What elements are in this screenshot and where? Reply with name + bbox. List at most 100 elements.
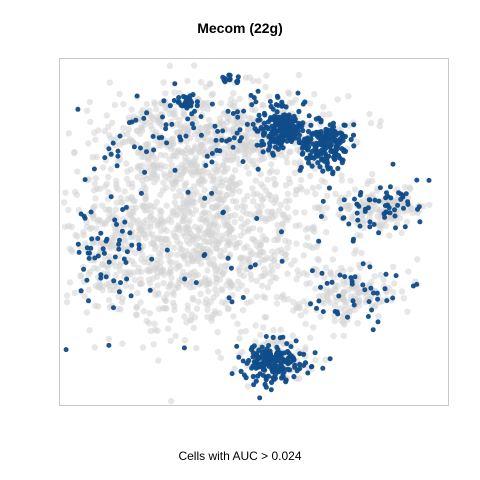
cell-point — [80, 232, 87, 239]
cell-point — [128, 180, 136, 187]
cell-point — [97, 281, 104, 288]
cell-point — [260, 183, 267, 190]
highlighted-cell-point — [149, 256, 155, 262]
highlighted-cell-point — [241, 108, 247, 114]
cell-point — [208, 91, 215, 99]
highlighted-cell-point — [376, 198, 382, 204]
cell-point — [330, 274, 338, 281]
cell-point — [230, 90, 237, 97]
cell-point — [264, 284, 272, 291]
cell-point — [250, 77, 257, 84]
cell-point — [186, 240, 193, 247]
highlighted-cell-point — [317, 164, 323, 170]
cell-point — [162, 152, 169, 159]
highlighted-cell-point — [128, 293, 134, 299]
highlighted-cell-point — [161, 98, 167, 104]
highlighted-cell-point — [134, 93, 140, 99]
highlighted-cell-point — [198, 114, 204, 120]
cell-point — [152, 155, 160, 163]
cell-point — [94, 218, 101, 225]
highlighted-cell-point — [358, 190, 364, 195]
cell-point — [111, 101, 119, 109]
cell-point — [200, 209, 208, 216]
cell-point — [162, 90, 169, 97]
cell-point — [134, 127, 141, 134]
cell-point — [376, 219, 383, 227]
highlighted-cell-point — [341, 197, 347, 203]
cell-point — [140, 308, 147, 315]
cell-point — [184, 77, 191, 85]
cell-point — [345, 93, 352, 100]
cell-point — [307, 172, 314, 180]
highlighted-cell-point — [238, 368, 244, 374]
cell-point — [297, 312, 305, 319]
cell-point — [352, 186, 359, 193]
cell-point — [279, 340, 287, 347]
cell-point — [205, 288, 212, 295]
cell-point — [89, 154, 96, 161]
cell-point — [207, 249, 214, 256]
highlighted-cell-point — [204, 153, 210, 159]
cell-point — [92, 302, 99, 309]
cell-point — [107, 166, 115, 173]
highlighted-cell-point — [296, 108, 302, 115]
cell-point — [282, 251, 289, 258]
cell-point — [312, 285, 319, 292]
highlighted-cell-point — [177, 134, 183, 140]
highlighted-cell-point — [316, 238, 322, 244]
cell-point — [214, 141, 221, 149]
cell-point — [154, 282, 161, 289]
cell-point — [240, 196, 248, 204]
cell-point — [222, 300, 229, 307]
highlighted-cell-point — [147, 287, 153, 293]
highlighted-cell-point — [309, 268, 315, 274]
cell-point — [175, 226, 182, 234]
cell-point — [313, 271, 320, 278]
highlighted-cell-point — [279, 99, 285, 105]
cell-point — [184, 224, 191, 231]
cell-point — [151, 99, 158, 106]
cell-point — [74, 233, 81, 240]
cell-point — [277, 326, 284, 333]
highlighted-cell-point — [78, 288, 84, 294]
highlighted-cell-point — [258, 125, 264, 131]
highlighted-cell-point — [280, 372, 286, 378]
highlighted-cell-point — [240, 159, 246, 165]
cell-point — [320, 111, 327, 118]
cell-point — [168, 162, 175, 169]
highlighted-cell-point — [274, 344, 280, 350]
cell-point — [91, 180, 98, 187]
cell-point — [91, 344, 98, 351]
cell-point — [190, 183, 198, 190]
cell-point — [295, 71, 302, 79]
cell-point — [368, 302, 375, 310]
cell-point — [189, 116, 197, 123]
highlighted-cell-point — [220, 128, 226, 134]
cell-point — [155, 357, 162, 364]
cell-point — [284, 190, 292, 198]
cell-point — [205, 224, 213, 231]
cell-point — [147, 118, 154, 125]
highlighted-cell-point — [398, 196, 404, 202]
cell-point — [195, 179, 202, 187]
highlighted-cell-point — [111, 305, 116, 311]
cell-point — [271, 181, 278, 189]
highlighted-cell-point — [417, 219, 423, 225]
cell-point — [266, 169, 273, 176]
cell-point — [352, 247, 360, 254]
cell-point — [239, 349, 246, 356]
cell-point — [312, 357, 319, 364]
cell-point — [284, 89, 292, 96]
cell-point — [407, 185, 414, 193]
highlighted-cell-point — [295, 128, 301, 134]
cell-point — [112, 271, 119, 279]
highlighted-cell-point — [288, 118, 295, 124]
cell-point — [105, 189, 112, 196]
cell-point — [91, 129, 98, 136]
cell-point — [182, 166, 189, 173]
highlighted-cell-point — [254, 142, 260, 148]
highlighted-cell-point — [331, 156, 338, 162]
highlighted-cell-point — [301, 351, 307, 357]
highlighted-cell-point — [98, 275, 104, 281]
cell-point — [272, 196, 280, 204]
